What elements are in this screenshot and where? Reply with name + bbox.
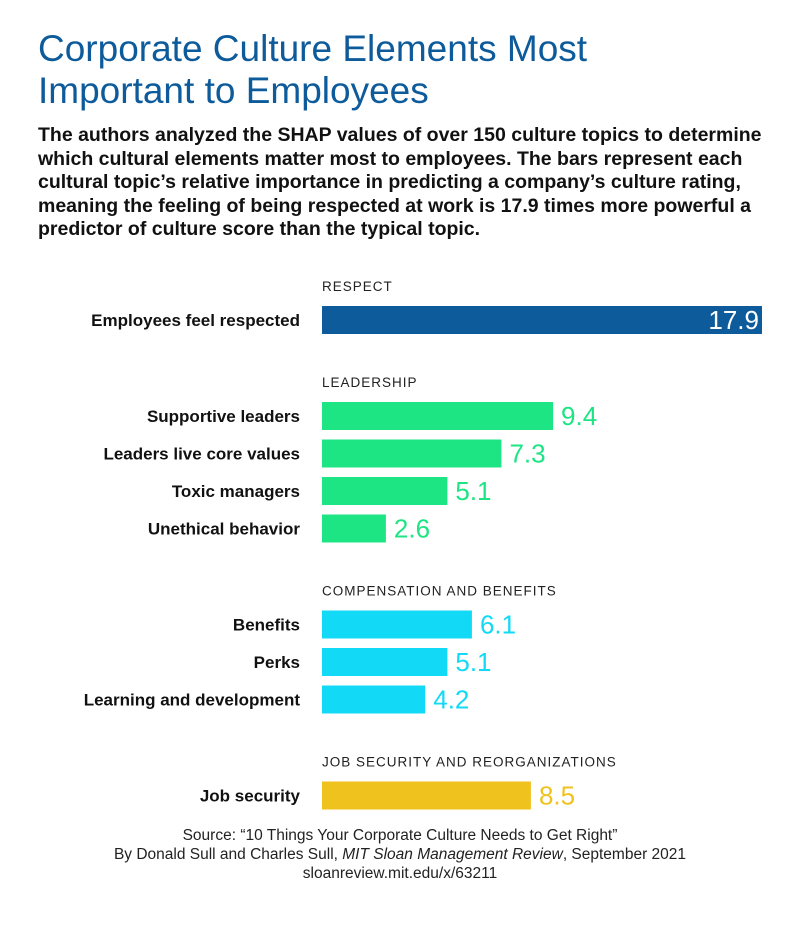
category-label: Employees feel respected [91, 311, 300, 330]
source-note: Source: “10 Things Your Corporate Cultur… [0, 826, 800, 883]
value-label: 5.1 [455, 647, 491, 677]
bar [322, 685, 426, 714]
bar [322, 781, 531, 810]
category-label: Unethical behavior [148, 520, 300, 539]
category-label: Toxic managers [172, 482, 300, 501]
source-url: sloanreview.mit.edu/x/63211 [302, 865, 498, 882]
source-line-2: By Donald Sull and Charles Sull, MIT Slo… [0, 845, 800, 864]
chart-subtitle: The authors analyzed the SHAP values of … [38, 124, 762, 240]
chart-title-line-1: Corporate Culture Elements Most [38, 28, 588, 69]
group-header: COMPENSATION AND BENEFITS [322, 584, 557, 599]
bar-chart: RESPECT Employees feel respected 17.9 LEADE… [84, 279, 762, 811]
bar [322, 402, 554, 430]
group-header: LEADERSHIP [322, 375, 418, 390]
category-label: Benefits [233, 616, 300, 635]
value-label: 8.5 [539, 781, 575, 811]
category-label: Job security [200, 787, 301, 806]
category-label: Leaders live core values [103, 445, 300, 464]
source-authors: By Donald Sull and Charles Sull, [113, 846, 343, 863]
value-label: 6.1 [480, 610, 516, 640]
value-label: 17.9 [708, 305, 759, 335]
value-label: 5.1 [455, 476, 491, 506]
value-label: 2.6 [394, 514, 430, 544]
chart-title-line-2: Important to Employees [38, 70, 429, 111]
category-label: Perks [254, 653, 300, 672]
chart-title: Corporate Culture Elements Most Importan… [38, 28, 778, 112]
bar [322, 514, 386, 543]
group-header: JOB SECURITY AND REORGANIZATIONS [322, 755, 617, 770]
value-label: 7.3 [509, 439, 545, 469]
category-label: Learning and development [84, 691, 301, 710]
value-label: 9.4 [561, 401, 597, 431]
source-publication: MIT Sloan Management Review [342, 846, 563, 863]
bar [322, 610, 472, 639]
source-line-1: Source: “10 Things Your Corporate Cultur… [182, 827, 618, 844]
bar [322, 477, 448, 505]
bar [322, 306, 762, 334]
group-header: RESPECT [322, 279, 393, 294]
bar [322, 439, 502, 468]
value-label: 4.2 [433, 685, 469, 715]
source-date: , September 2021 [562, 846, 687, 863]
category-label: Supportive leaders [147, 407, 300, 426]
bar [322, 648, 448, 676]
